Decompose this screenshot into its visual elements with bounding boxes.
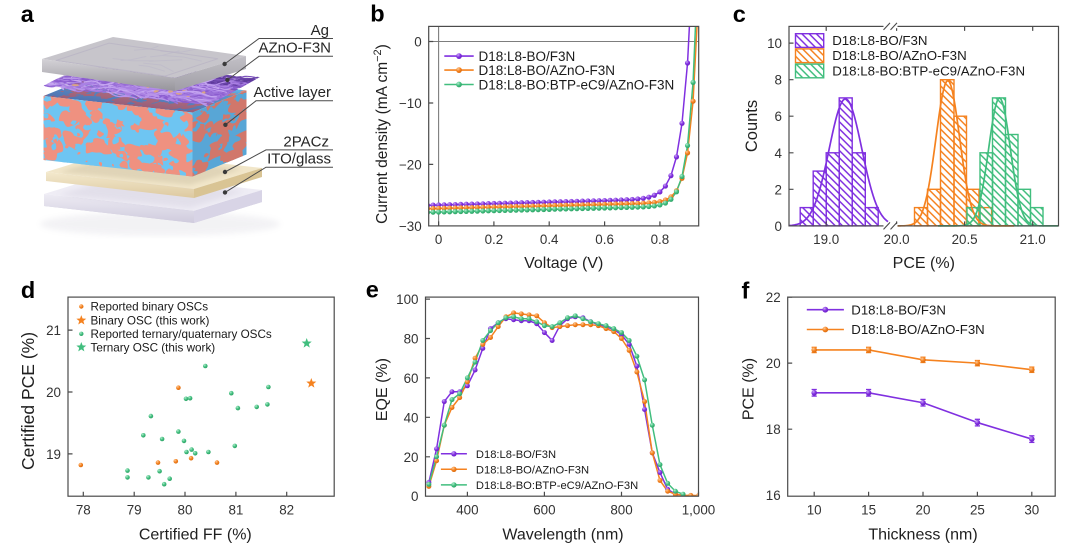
svg-text:25: 25	[970, 503, 985, 518]
svg-text:0: 0	[414, 35, 421, 50]
svg-text:D18:L8-BO/AZnO-F3N: D18:L8-BO/AZnO-F3N	[479, 63, 616, 78]
svg-text:−10: −10	[399, 96, 422, 111]
svg-text:−30: −30	[399, 219, 422, 234]
svg-text:D18:L8-BO/AZnO-F3N: D18:L8-BO/AZnO-F3N	[832, 48, 967, 63]
svg-text:6: 6	[775, 109, 782, 124]
svg-text:Voltage (V): Voltage (V)	[524, 255, 603, 272]
svg-text:0.8: 0.8	[651, 232, 670, 247]
svg-text:b: b	[370, 1, 384, 27]
svg-text:8: 8	[775, 73, 782, 88]
svg-text:d: d	[21, 277, 35, 303]
svg-text:−20: −20	[399, 157, 422, 172]
svg-text:0: 0	[435, 232, 442, 247]
svg-text:100: 100	[396, 292, 418, 307]
svg-text:19: 19	[46, 447, 61, 462]
svg-text:Wavelength (nm): Wavelength (nm)	[502, 527, 623, 544]
svg-text:60: 60	[404, 371, 419, 386]
svg-text:D18:L8-BO:BTP-eC9/AZnO-F3N: D18:L8-BO:BTP-eC9/AZnO-F3N	[476, 480, 638, 492]
svg-text:2PACz: 2PACz	[283, 133, 329, 150]
svg-text:D18:L8-BO/AZnO-F3N: D18:L8-BO/AZnO-F3N	[476, 465, 589, 477]
svg-text:78: 78	[76, 503, 91, 518]
svg-text:20: 20	[404, 450, 419, 465]
svg-text:80: 80	[178, 503, 193, 518]
svg-text:Ag: Ag	[311, 22, 329, 39]
svg-text:20: 20	[766, 356, 781, 371]
svg-text:40: 40	[404, 410, 419, 425]
svg-text:20: 20	[916, 503, 931, 518]
svg-text:19.0: 19.0	[813, 232, 839, 247]
svg-text:Active layer: Active layer	[253, 84, 331, 101]
svg-text:Binary OSC (this work): Binary OSC (this work)	[91, 315, 210, 328]
svg-text:30: 30	[1024, 503, 1039, 518]
svg-text:D18:L8-BO/F3N: D18:L8-BO/F3N	[851, 302, 946, 317]
svg-text:16: 16	[766, 488, 781, 503]
svg-text:Thickness (nm): Thickness (nm)	[868, 527, 977, 544]
svg-text:Reported ternary/quaternary OS: Reported ternary/quaternary OSCs	[91, 328, 272, 341]
svg-text:0.4: 0.4	[540, 232, 559, 247]
svg-text:a: a	[21, 1, 35, 27]
svg-text:82: 82	[279, 503, 294, 518]
svg-text:21.0: 21.0	[1020, 232, 1046, 247]
svg-text:20.5: 20.5	[952, 232, 978, 247]
svg-text:600: 600	[533, 503, 555, 518]
svg-text:80: 80	[404, 332, 419, 347]
svg-text:D18:L8-BO/F3N: D18:L8-BO/F3N	[476, 449, 556, 461]
svg-text:Certified FF (%): Certified FF (%)	[139, 527, 252, 544]
svg-text:400: 400	[456, 503, 478, 518]
svg-text:Current density (mA cm−2): Current density (mA cm−2)	[372, 44, 391, 224]
svg-text:PCE (%): PCE (%)	[893, 255, 955, 272]
svg-text:4: 4	[775, 146, 783, 161]
svg-text:20.0: 20.0	[884, 232, 910, 247]
svg-text:D18:L8-BO:BTP-eC9/AZnO-F3N: D18:L8-BO:BTP-eC9/AZnO-F3N	[479, 77, 675, 92]
svg-text:f: f	[742, 277, 750, 303]
svg-text:D18:L8-BO/AZnO-F3N: D18:L8-BO/AZnO-F3N	[851, 322, 984, 337]
svg-text:D18:L8-BO/F3N: D18:L8-BO/F3N	[832, 33, 927, 48]
svg-text:2: 2	[775, 182, 782, 197]
svg-text:0.2: 0.2	[485, 232, 504, 247]
svg-text:1,000: 1,000	[682, 503, 716, 518]
svg-text:21: 21	[46, 323, 61, 338]
svg-text:81: 81	[228, 503, 243, 518]
svg-text:79: 79	[127, 503, 142, 518]
svg-text:Ternary OSC (this work): Ternary OSC (this work)	[91, 341, 216, 354]
svg-text:D18:L8-BO:BTP-eC9/AZnO-F3N: D18:L8-BO:BTP-eC9/AZnO-F3N	[832, 63, 1025, 78]
svg-text:10: 10	[767, 36, 782, 51]
svg-text:18: 18	[766, 422, 781, 437]
svg-text:20: 20	[46, 385, 61, 400]
svg-text:0: 0	[411, 489, 418, 504]
svg-text:10: 10	[807, 503, 822, 518]
svg-text:ITO/glass: ITO/glass	[267, 151, 331, 168]
svg-text:800: 800	[610, 503, 632, 518]
svg-text:e: e	[366, 277, 379, 303]
svg-text:0.6: 0.6	[595, 232, 614, 247]
svg-text:c: c	[733, 1, 746, 27]
svg-text:EQE (%): EQE (%)	[374, 358, 391, 421]
svg-text:PCE (%): PCE (%)	[741, 358, 758, 420]
svg-text:0: 0	[775, 219, 782, 234]
svg-text:22: 22	[766, 290, 781, 305]
svg-text:D18:L8-BO/F3N: D18:L8-BO/F3N	[479, 49, 576, 64]
svg-text:15: 15	[861, 503, 876, 518]
svg-text:AZnO-F3N: AZnO-F3N	[258, 40, 331, 57]
svg-text:Certified PCE (%): Certified PCE (%)	[18, 332, 38, 470]
svg-text:Counts: Counts	[743, 100, 761, 152]
svg-text:Reported binary OSCs: Reported binary OSCs	[91, 301, 209, 314]
